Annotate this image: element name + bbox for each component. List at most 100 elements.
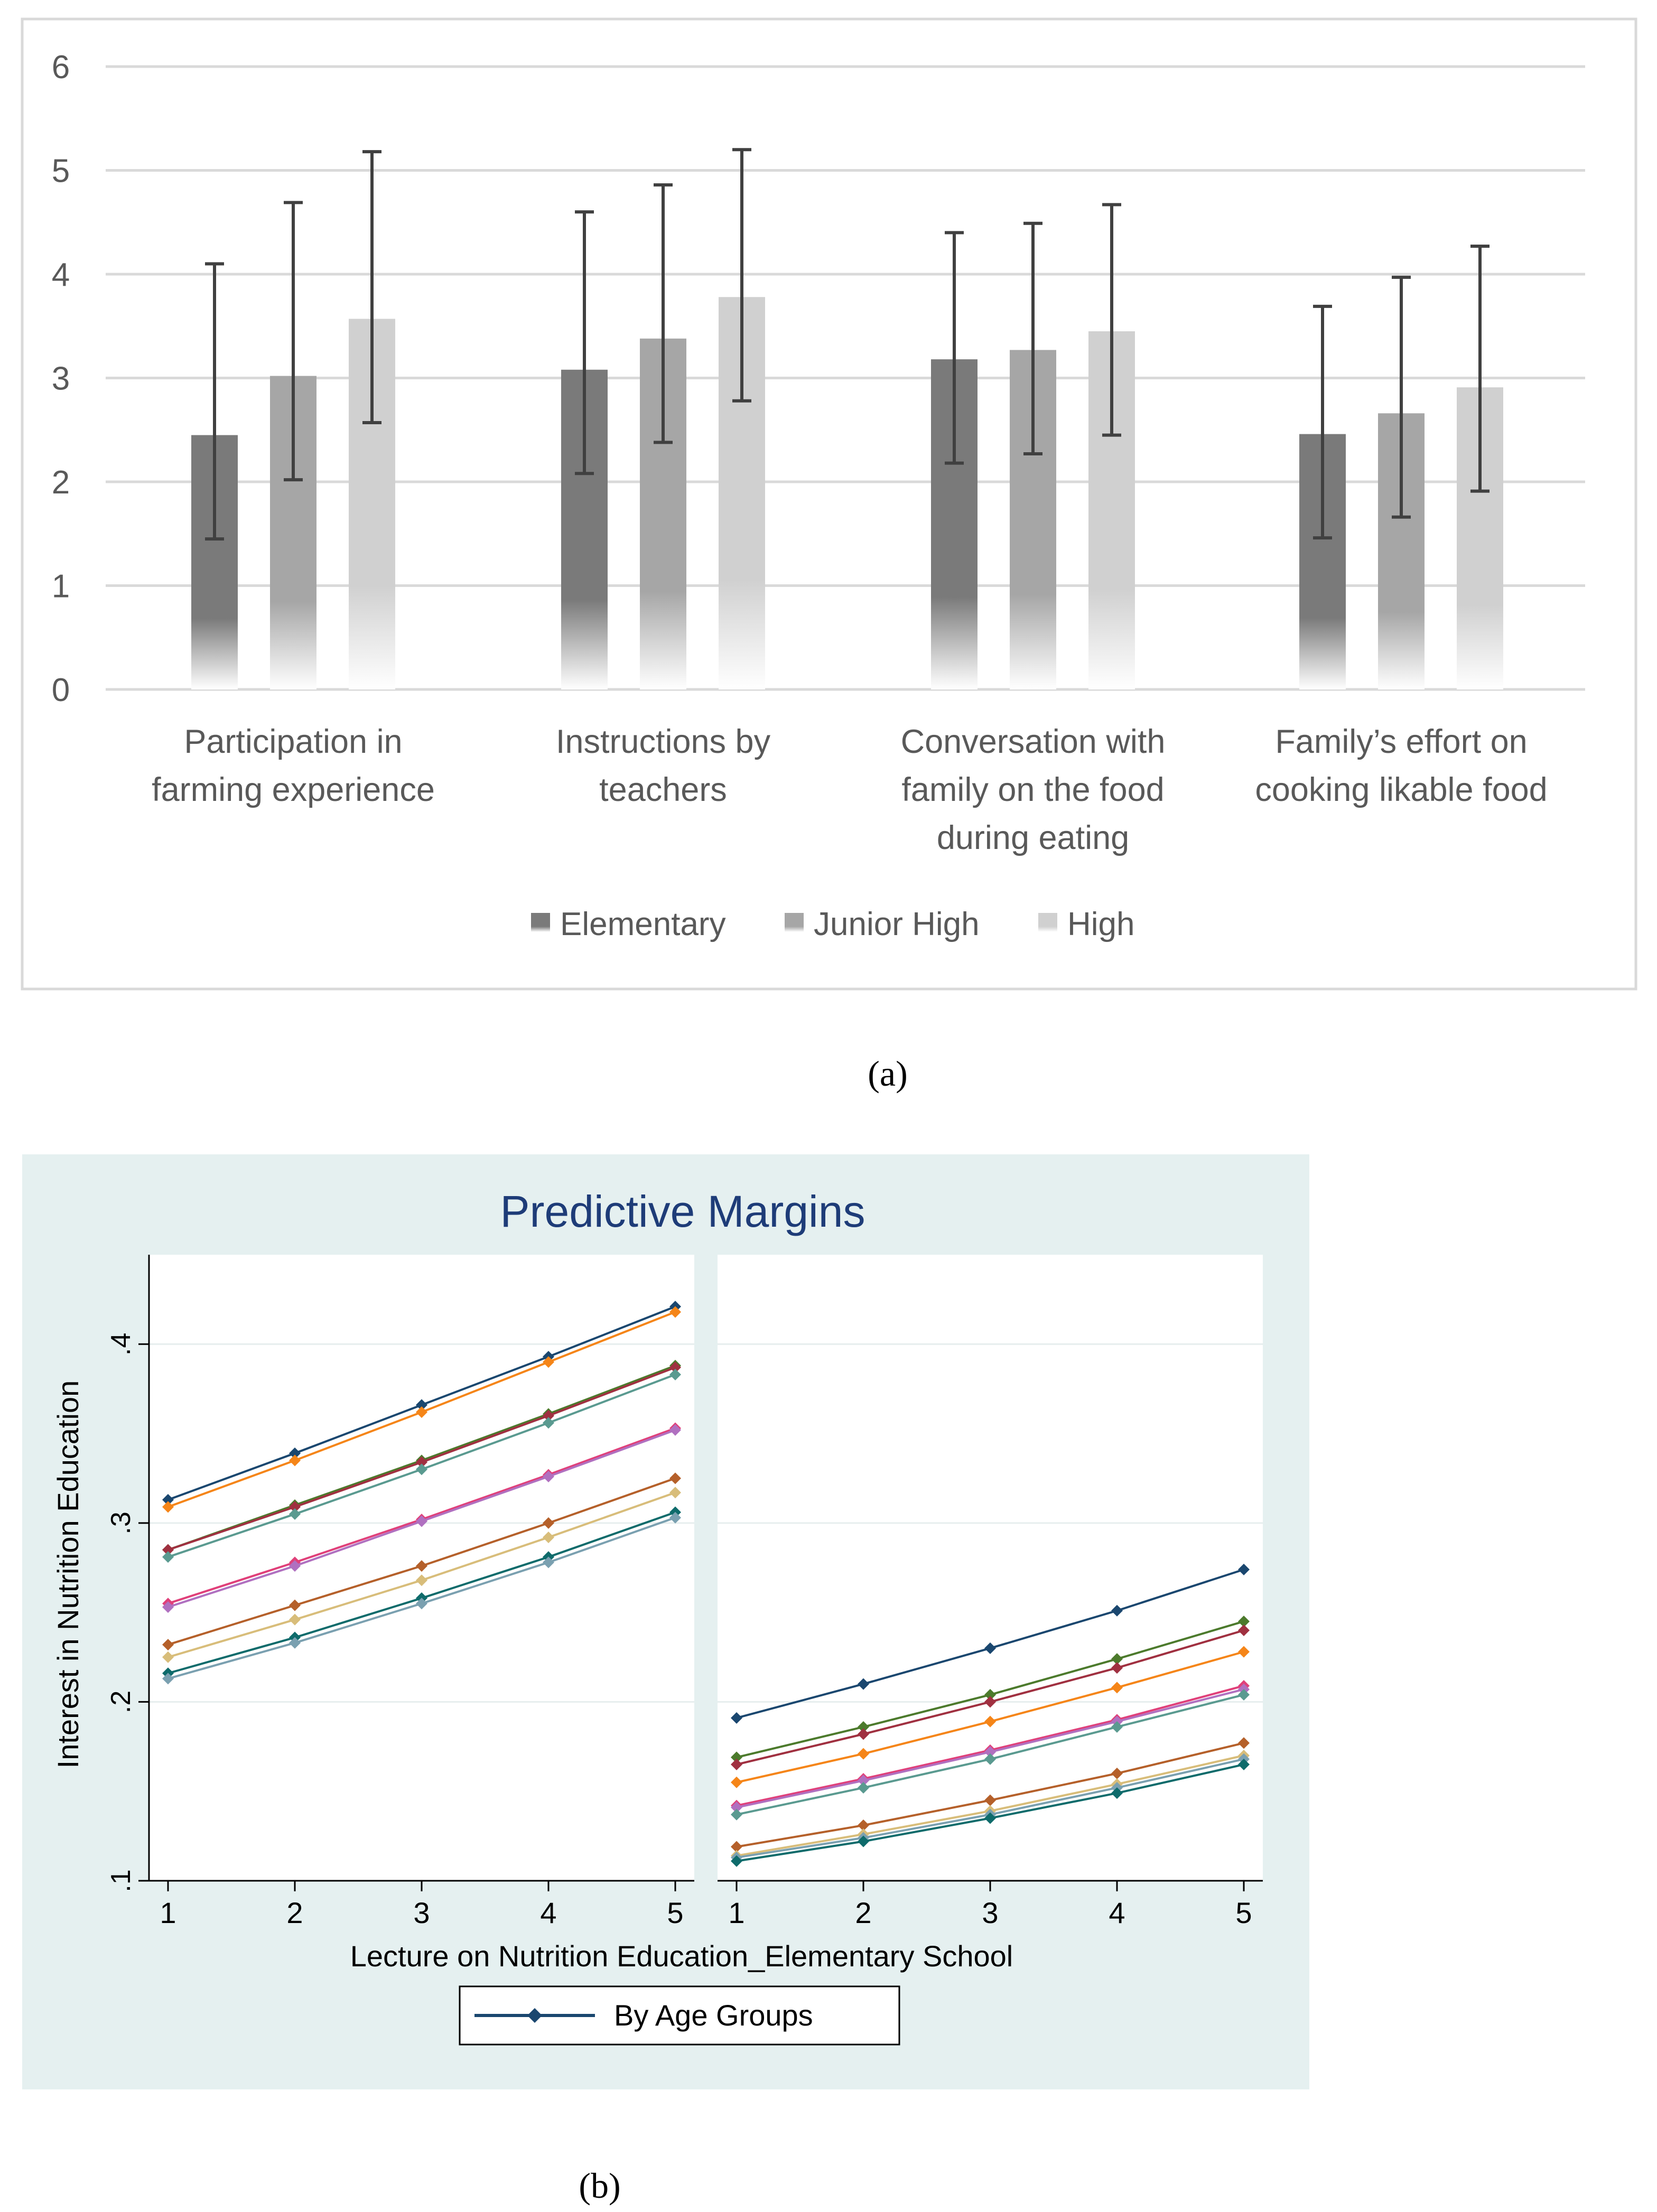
panel-b-marker [858, 1748, 869, 1760]
panel-b-marker [1111, 1767, 1123, 1779]
panel-b-marker [731, 1841, 742, 1853]
panel-b-marker [669, 1472, 681, 1485]
panel-a-y-tick-label: 4 [52, 257, 70, 293]
panel-b-x-tick-label: 2 [286, 1896, 303, 1929]
panel-b-marker [1238, 1758, 1250, 1770]
panel-a-legend: Elementary Junior High High [531, 906, 1135, 942]
panel-b-x-tick-label: 2 [855, 1896, 871, 1929]
panel-b-marker [543, 1470, 554, 1482]
panel-b-marker [1111, 1721, 1123, 1733]
panel-b-marker [289, 1637, 301, 1649]
panel-b-marker [669, 1487, 681, 1499]
panel-b-y-tick-label: .3 [106, 1511, 136, 1534]
panel-b-marker [1238, 1646, 1250, 1658]
panel-b-marker [416, 1456, 427, 1468]
panel-b-x-tick-label: 5 [1235, 1896, 1252, 1929]
panel-b-marker [1238, 1616, 1250, 1628]
panel-b-series [162, 1301, 1250, 1867]
panel-a-error-bars [205, 148, 1490, 541]
panel-b-marker [858, 1835, 869, 1847]
panel-b-marker [669, 1424, 681, 1436]
panel-a-y-tick-label: 6 [52, 49, 70, 86]
panel-b-legend-marker [527, 2008, 542, 2023]
panel-b-x-axis-label: Lecture on Nutrition Education_Elementar… [350, 1939, 1013, 1973]
panel-b-axes: 1 2 3 4 5 .1 .2 .3 .4 1 2 3 4 5 [106, 1255, 1263, 1929]
panel-a-category-label-line: teachers [599, 771, 727, 808]
panel-b-marker [289, 1508, 301, 1520]
panel-b-marker [984, 1715, 996, 1728]
panel-b-marker [858, 1781, 869, 1794]
panel-b-marker [162, 1651, 174, 1663]
panel-b-legend-box [459, 1985, 900, 2046]
panel-b-marker [543, 1410, 554, 1422]
panel-a-legend-label: Junior High [814, 906, 980, 942]
panel-b-marker [543, 1517, 554, 1529]
panel-a-bars [191, 297, 1503, 689]
panel-b-marker [543, 1417, 554, 1429]
panel-b-marker [858, 1678, 869, 1690]
panel-a-category-label-line: farming experience [152, 771, 435, 808]
panel-b-marker [1111, 1604, 1123, 1617]
panel-a: 0 1 2 3 4 5 6 Participation in farming experien… [21, 17, 1637, 991]
panel-b-marker [162, 1551, 174, 1563]
panel-b-right-plot [718, 1255, 1263, 1881]
panel-b-marker [731, 1808, 742, 1821]
panel-b-y-tick-label: .1 [106, 1869, 136, 1892]
panel-a-category-label-line: Family’s effort on [1275, 723, 1527, 760]
panel-b-y-axis-label: Interest in Nutrition Education [51, 1380, 85, 1769]
panel-b-marker [1111, 1682, 1123, 1694]
panel-a-category-label-line: cooking likable food [1255, 771, 1547, 808]
panel-b-x-tick-label: 3 [982, 1896, 998, 1929]
panel-a-x-labels: Participation in farming experience Instru… [152, 723, 1548, 856]
panel-a-y-tick-label: 1 [52, 568, 70, 605]
panel-a-y-tick-label: 3 [52, 361, 70, 397]
panel-b-marker [543, 1531, 554, 1543]
panel-b-marker [984, 1812, 996, 1824]
panel-b-marker [1111, 1662, 1123, 1674]
panel-b-marker [543, 1356, 554, 1368]
panel-b-marker [162, 1673, 174, 1685]
panel-b-x-tick-label: 3 [413, 1896, 430, 1929]
panel-b-marker [416, 1463, 427, 1476]
panel-b-marker [162, 1494, 174, 1506]
panel-a-category-label: Family’s effort on cooking likable food [1255, 723, 1547, 808]
panel-b-marker [984, 1688, 996, 1701]
panel-a-legend-swatch [531, 913, 550, 932]
panel-b-marker [289, 1454, 301, 1467]
panel-b-marker [289, 1501, 301, 1513]
panel-b-marker [669, 1306, 681, 1318]
panel-b-marker [162, 1501, 174, 1513]
panel-b-marker [669, 1368, 681, 1380]
panel-b-marker [1111, 1787, 1123, 1799]
panel-b-marker [162, 1544, 174, 1556]
panel-b-marker [984, 1642, 996, 1654]
panel-b-marker [1238, 1563, 1250, 1575]
panel-b-marker [984, 1753, 996, 1765]
panel-b-marker [731, 1751, 742, 1763]
panel-b-marker [162, 1639, 174, 1651]
panel-b-legend: By Age Groups [459, 1985, 900, 2046]
panel-b-marker [858, 1819, 869, 1832]
panel-b-marker [731, 1855, 742, 1867]
panel-b-marker [669, 1511, 681, 1524]
panel-b-marker [1238, 1625, 1250, 1636]
panel-b-marker [289, 1599, 301, 1611]
panel-a-y-tick-label: 0 [52, 672, 70, 708]
panel-b-marker [289, 1560, 301, 1572]
panel-a-legend-swatch [1038, 913, 1057, 932]
panel-a-category-label-line: family on the food [901, 771, 1164, 808]
panel-b-x-tick-label: 4 [1109, 1896, 1125, 1929]
panel-b-marker [984, 1794, 996, 1806]
panel-a-category-label-line: Instructions by [556, 723, 771, 760]
panel-b-marker [858, 1728, 869, 1740]
panel-b-marker [289, 1447, 301, 1459]
panel-b-marker [858, 1775, 869, 1787]
panel-b-marker [416, 1406, 427, 1418]
panel-b-marker [984, 1696, 996, 1708]
panel-a-legend-label: Elementary [560, 906, 726, 942]
panel-a-category-label-line: during eating [937, 819, 1129, 856]
panel-b-marker [669, 1361, 681, 1374]
panel-b-marker [984, 1746, 996, 1758]
panel-b-marker [731, 1802, 742, 1814]
